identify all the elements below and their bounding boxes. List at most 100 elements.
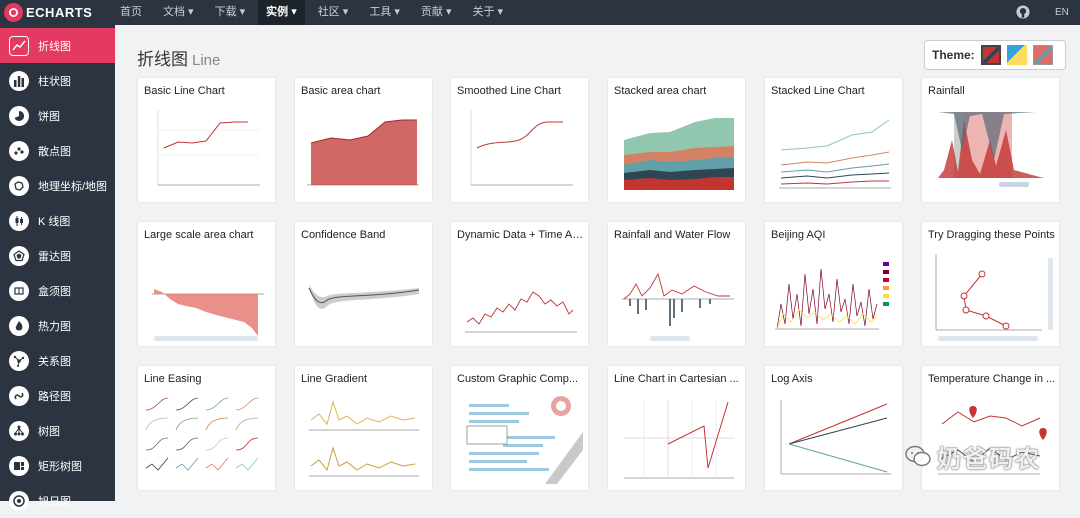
card-title: Large scale area chart bbox=[144, 229, 254, 241]
sidebar-item-boxplot[interactable]: 盒须图 bbox=[0, 273, 115, 308]
card-title: Confidence Band bbox=[301, 229, 386, 241]
example-card-rainfall[interactable]: Rainfall bbox=[922, 78, 1059, 202]
example-card-dragging-points[interactable]: Try Dragging these Points bbox=[922, 222, 1059, 346]
scatter-icon bbox=[9, 140, 29, 161]
sidebar-item-graph[interactable]: 关系图 bbox=[0, 343, 115, 378]
nav-docs[interactable]: 文档 ▾ bbox=[163, 6, 194, 18]
example-card-basic-area[interactable]: Basic area chart bbox=[295, 78, 432, 202]
example-card-log-axis[interactable]: Log Axis bbox=[765, 366, 902, 490]
nav-community[interactable]: 社区 ▾ bbox=[317, 6, 349, 18]
card-title: Basic Line Chart bbox=[144, 85, 225, 97]
nav-home[interactable]: 首页 bbox=[120, 6, 142, 18]
treemap-icon bbox=[9, 455, 29, 476]
example-card-cartesian-line[interactable]: Line Chart in Cartesian ... bbox=[608, 366, 745, 490]
example-card-rainfall-water-flow[interactable]: Rainfall and Water Flow bbox=[608, 222, 745, 346]
sidebar-item-label: 盒须图 bbox=[38, 285, 71, 298]
sidebar-item-scatter[interactable]: 散点图 bbox=[0, 133, 115, 168]
example-card-dynamic-data[interactable]: Dynamic Data + Time Axis bbox=[451, 222, 588, 346]
sidebar: 折线图 柱状图 饼图 散点图 地理坐标/地图 K 线图 雷达图 盒须图 热力图 … bbox=[0, 25, 115, 511]
language-switch[interactable]: EN bbox=[1055, 7, 1069, 18]
thumbnail-stacked-line bbox=[779, 119, 891, 189]
echarts-logo[interactable]: ECHARTS bbox=[4, 3, 92, 22]
sidebar-item-line[interactable]: 折线图 bbox=[0, 28, 115, 63]
example-card-temperature-change[interactable]: Temperature Change in ... bbox=[922, 366, 1059, 490]
card-title: Line Easing bbox=[144, 373, 202, 385]
sidebar-item-label: K 线图 bbox=[38, 215, 71, 228]
thumbnail-cartesian-line bbox=[624, 400, 734, 479]
example-card-confidence-band[interactable]: Confidence Band bbox=[295, 222, 432, 346]
card-title: Line Chart in Cartesian ... bbox=[614, 373, 739, 385]
thumbnail-large-scale-area bbox=[152, 289, 264, 341]
example-card-large-scale-area[interactable]: Large scale area chart bbox=[138, 222, 275, 346]
tree-icon bbox=[9, 420, 29, 441]
candlestick-icon bbox=[9, 210, 29, 231]
sidebar-item-bar[interactable]: 柱状图 bbox=[0, 63, 115, 98]
theme-light-button[interactable] bbox=[1006, 45, 1027, 65]
sidebar-item-lines[interactable]: 路径图 bbox=[0, 378, 115, 413]
card-title: Rainfall and Water Flow bbox=[614, 229, 731, 241]
theme-dark-button[interactable] bbox=[1032, 45, 1053, 65]
lines-icon bbox=[9, 385, 29, 406]
thumbnail-basic-line bbox=[157, 110, 260, 186]
card-title: Temperature Change in ... bbox=[928, 373, 1056, 385]
sidebar-item-candlestick[interactable]: K 线图 bbox=[0, 203, 115, 238]
sidebar-item-pie[interactable]: 饼图 bbox=[0, 98, 115, 133]
card-title: Line Gradient bbox=[301, 373, 368, 385]
nav-contribute[interactable]: 贡献 ▾ bbox=[420, 6, 452, 18]
theme-default-button[interactable] bbox=[980, 45, 1001, 65]
theme-label: Theme: bbox=[932, 48, 975, 62]
pie-chart-icon bbox=[9, 105, 29, 126]
thumbnail-rainfall-water-flow bbox=[622, 272, 734, 341]
sidebar-item-label: 地理坐标/地图 bbox=[38, 180, 108, 193]
nav-about[interactable]: 关于 ▾ bbox=[472, 6, 504, 18]
sidebar-item-label: 关系图 bbox=[38, 355, 71, 368]
card-title: Beijing AQI bbox=[771, 229, 826, 241]
logo-text: ECHARTS bbox=[26, 5, 93, 20]
github-icon[interactable] bbox=[1016, 5, 1030, 19]
wechat-icon bbox=[905, 445, 931, 467]
thumbnail-stacked-area bbox=[624, 118, 734, 190]
thumbnail-smoothed-line bbox=[470, 110, 573, 186]
thumbnail-dragging-points bbox=[935, 254, 1053, 341]
nav-examples[interactable]: 实例 ▾ bbox=[258, 0, 305, 25]
card-title: Stacked Line Chart bbox=[771, 85, 865, 97]
example-card-stacked-area[interactable]: Stacked area chart bbox=[608, 78, 745, 202]
theme-picker: Theme: bbox=[924, 40, 1066, 70]
example-card-line-gradient[interactable]: Line Gradient bbox=[295, 366, 432, 490]
example-card-line-easing[interactable]: Line Easing bbox=[138, 366, 275, 490]
sidebar-item-radar[interactable]: 雷达图 bbox=[0, 238, 115, 273]
thumbnail-dynamic-data bbox=[465, 291, 577, 333]
thumbnail-temperature-change bbox=[938, 406, 1047, 475]
sidebar-item-tree[interactable]: 树图 bbox=[0, 413, 115, 448]
top-navbar: ECHARTS 首页 文档 ▾ 下载 ▾ 实例 ▾ 社区 ▾ 工具 ▾ 贡献 ▾… bbox=[0, 0, 1080, 25]
example-card-custom-graphic[interactable]: Custom Graphic Comp... bbox=[451, 366, 588, 490]
page-title: 折线图 Line bbox=[137, 45, 220, 70]
example-card-smoothed-line[interactable]: Smoothed Line Chart bbox=[451, 78, 588, 202]
watermark-text: 奶爸码农 bbox=[937, 445, 1041, 473]
radar-icon bbox=[9, 245, 29, 266]
example-card-basic-line[interactable]: Basic Line Chart bbox=[138, 78, 275, 202]
heatmap-icon bbox=[9, 315, 29, 336]
page-subtitle: Line bbox=[192, 52, 221, 69]
nav-tools[interactable]: 工具 ▾ bbox=[369, 6, 400, 18]
sidebar-item-map[interactable]: 地理坐标/地图 bbox=[0, 168, 115, 203]
sidebar-item-label: 路径图 bbox=[38, 390, 71, 403]
sidebar-item-heatmap[interactable]: 热力图 bbox=[0, 308, 115, 343]
thumbnail-line-easing bbox=[145, 397, 259, 471]
sidebar-item-label: 雷达图 bbox=[38, 250, 71, 263]
boxplot-icon bbox=[9, 280, 29, 301]
example-card-stacked-line[interactable]: Stacked Line Chart bbox=[765, 78, 902, 202]
card-title: Rainfall bbox=[928, 85, 965, 97]
line-chart-icon bbox=[9, 35, 29, 56]
bar-chart-icon bbox=[9, 70, 29, 91]
nav-download[interactable]: 下载 ▾ bbox=[214, 6, 246, 18]
thumbnail-custom-graphic bbox=[466, 396, 583, 484]
card-title: Try Dragging these Points bbox=[928, 229, 1055, 241]
example-card-beijing-aqi[interactable]: Beijing AQI bbox=[765, 222, 902, 346]
sidebar-item-treemap[interactable]: 矩形树图 bbox=[0, 448, 115, 483]
sidebar-item-label: 树图 bbox=[38, 425, 60, 438]
map-icon bbox=[9, 175, 29, 196]
sidebar-item-label: 散点图 bbox=[38, 145, 71, 158]
wechat-watermark: 奶爸码农 bbox=[905, 438, 1055, 474]
thumbnail-basic-area bbox=[307, 119, 419, 186]
